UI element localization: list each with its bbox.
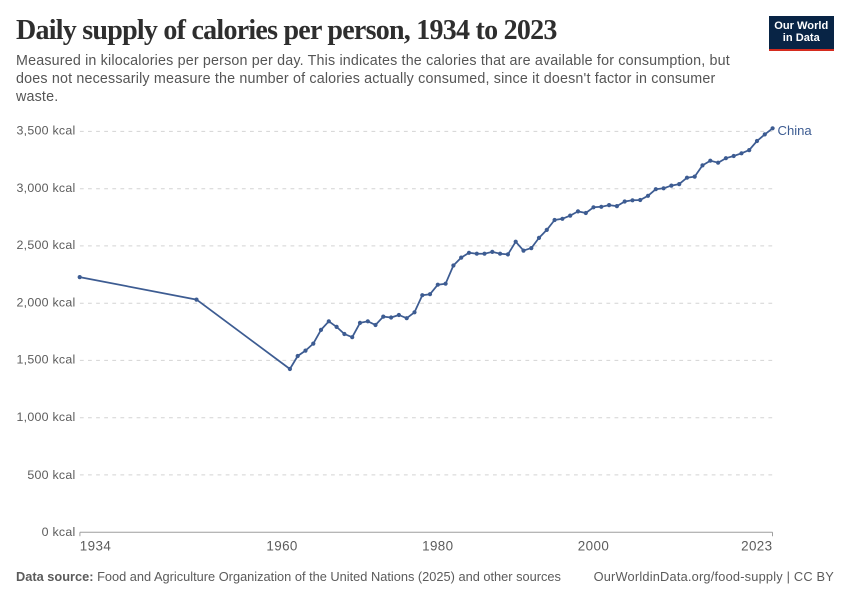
svg-text:2,000 kcal: 2,000 kcal	[17, 295, 76, 309]
svg-text:China: China	[778, 123, 813, 138]
svg-text:3,500 kcal: 3,500 kcal	[17, 124, 76, 138]
svg-text:3,000 kcal: 3,000 kcal	[17, 181, 76, 195]
svg-text:1,000 kcal: 1,000 kcal	[17, 410, 76, 424]
svg-text:2000: 2000	[578, 539, 609, 554]
svg-text:0 kcal: 0 kcal	[42, 525, 76, 539]
svg-text:1960: 1960	[266, 539, 297, 554]
svg-text:500 kcal: 500 kcal	[27, 468, 75, 482]
svg-text:1980: 1980	[422, 539, 453, 554]
svg-text:1934: 1934	[80, 539, 112, 554]
svg-text:2,500 kcal: 2,500 kcal	[17, 238, 76, 252]
svg-text:2023: 2023	[741, 539, 772, 554]
svg-text:1,500 kcal: 1,500 kcal	[17, 353, 76, 367]
